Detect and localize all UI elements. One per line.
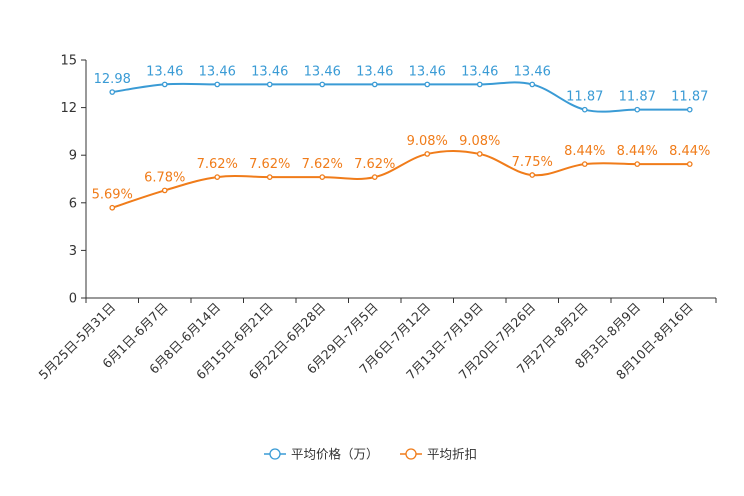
series-2-point[interactable]: [266, 174, 273, 180]
series-2-data-label: 9.08%: [459, 134, 500, 149]
series-2-data-label: 7.62%: [249, 157, 290, 172]
series-2-data-label: 8.44%: [617, 144, 658, 159]
legend-marker-icon: [405, 448, 417, 460]
series-1-data-label: 13.46: [514, 64, 551, 79]
series-1-data-label: 13.46: [409, 64, 446, 79]
series-1-point[interactable]: [214, 81, 221, 88]
series-1-data-label: 13.46: [199, 64, 236, 79]
series-1-point[interactable]: [634, 106, 641, 113]
series-2-data-label: 6.78%: [144, 170, 185, 185]
series-1-data-label: 13.46: [146, 64, 183, 79]
series-2-point[interactable]: [476, 151, 483, 157]
series-2-point[interactable]: [581, 161, 588, 167]
series-2-point[interactable]: [634, 161, 641, 167]
series-1-point[interactable]: [529, 81, 536, 88]
series-1-data-label: 13.46: [461, 64, 498, 79]
series-2-point[interactable]: [161, 187, 168, 194]
series-1-data-label: 11.87: [671, 90, 708, 105]
series-1-point[interactable]: [319, 81, 326, 88]
series-2-point[interactable]: [319, 174, 326, 180]
series-2-point[interactable]: [109, 204, 116, 211]
series-1-data-label: 13.46: [304, 64, 341, 79]
legend-label: 平均折扣: [427, 447, 477, 462]
series-1-point[interactable]: [161, 81, 168, 88]
legend-marker-icon: [269, 448, 281, 460]
series-1-data-label: 11.87: [566, 90, 603, 105]
series-line-1: [112, 81, 690, 113]
legend-item-2[interactable]: 平均折扣: [400, 447, 477, 462]
series-2-data-label: 9.08%: [407, 134, 448, 149]
y-tick-label: 12: [60, 101, 77, 116]
axes-layer: 036912155月25日-5月31日6月1日-6月7日6月8日-6月14日6月…: [35, 54, 717, 383]
series-2-data-label: 7.75%: [512, 155, 553, 170]
x-tick-label: 5月25日-5月31日: [35, 300, 118, 383]
series-2-point[interactable]: [371, 174, 378, 180]
series-1-data-label: 11.87: [619, 90, 656, 105]
series-1-point[interactable]: [109, 89, 116, 95]
series-1-data-label: 13.46: [251, 64, 288, 79]
legend[interactable]: 平均价格（万） 平均折扣: [264, 447, 477, 462]
series-1-point[interactable]: [686, 106, 693, 113]
series-2-data-label: 7.62%: [302, 157, 343, 172]
series-1-data-label: 13.46: [356, 64, 393, 79]
series-2-data-label: 7.62%: [354, 157, 395, 172]
series-2-point[interactable]: [424, 151, 431, 157]
series-1-point[interactable]: [371, 81, 378, 88]
series-line-2: [111, 149, 690, 209]
series-1-data-label: 12.98: [94, 72, 131, 87]
series-1-point[interactable]: [476, 81, 483, 88]
data-label-layer: 12.98 13.46 13.46 13.46 13.46 13.46 13.46 13.46…: [92, 64, 711, 202]
y-tick-label: 0: [69, 292, 77, 307]
series-2-data-label: 7.62%: [197, 157, 238, 172]
series-layer: [109, 81, 693, 211]
series-1-point[interactable]: [581, 106, 588, 113]
y-tick-label: 3: [69, 244, 77, 259]
legend-label: 平均价格（万）: [291, 447, 379, 462]
series-1-point[interactable]: [424, 81, 431, 88]
series-1-point[interactable]: [266, 81, 273, 88]
series-2-point[interactable]: [686, 161, 693, 167]
y-tick-label: 9: [69, 149, 77, 164]
y-tick-label: 6: [69, 196, 77, 211]
legend-item-1[interactable]: 平均价格（万）: [264, 447, 379, 462]
series-2-point[interactable]: [214, 174, 221, 180]
series-2-data-label: 8.44%: [564, 144, 605, 159]
series-2-data-label: 5.69%: [92, 188, 133, 203]
y-tick-label: 15: [60, 54, 77, 69]
series-2-data-label: 8.44%: [669, 144, 710, 159]
series-2-point[interactable]: [529, 172, 536, 178]
